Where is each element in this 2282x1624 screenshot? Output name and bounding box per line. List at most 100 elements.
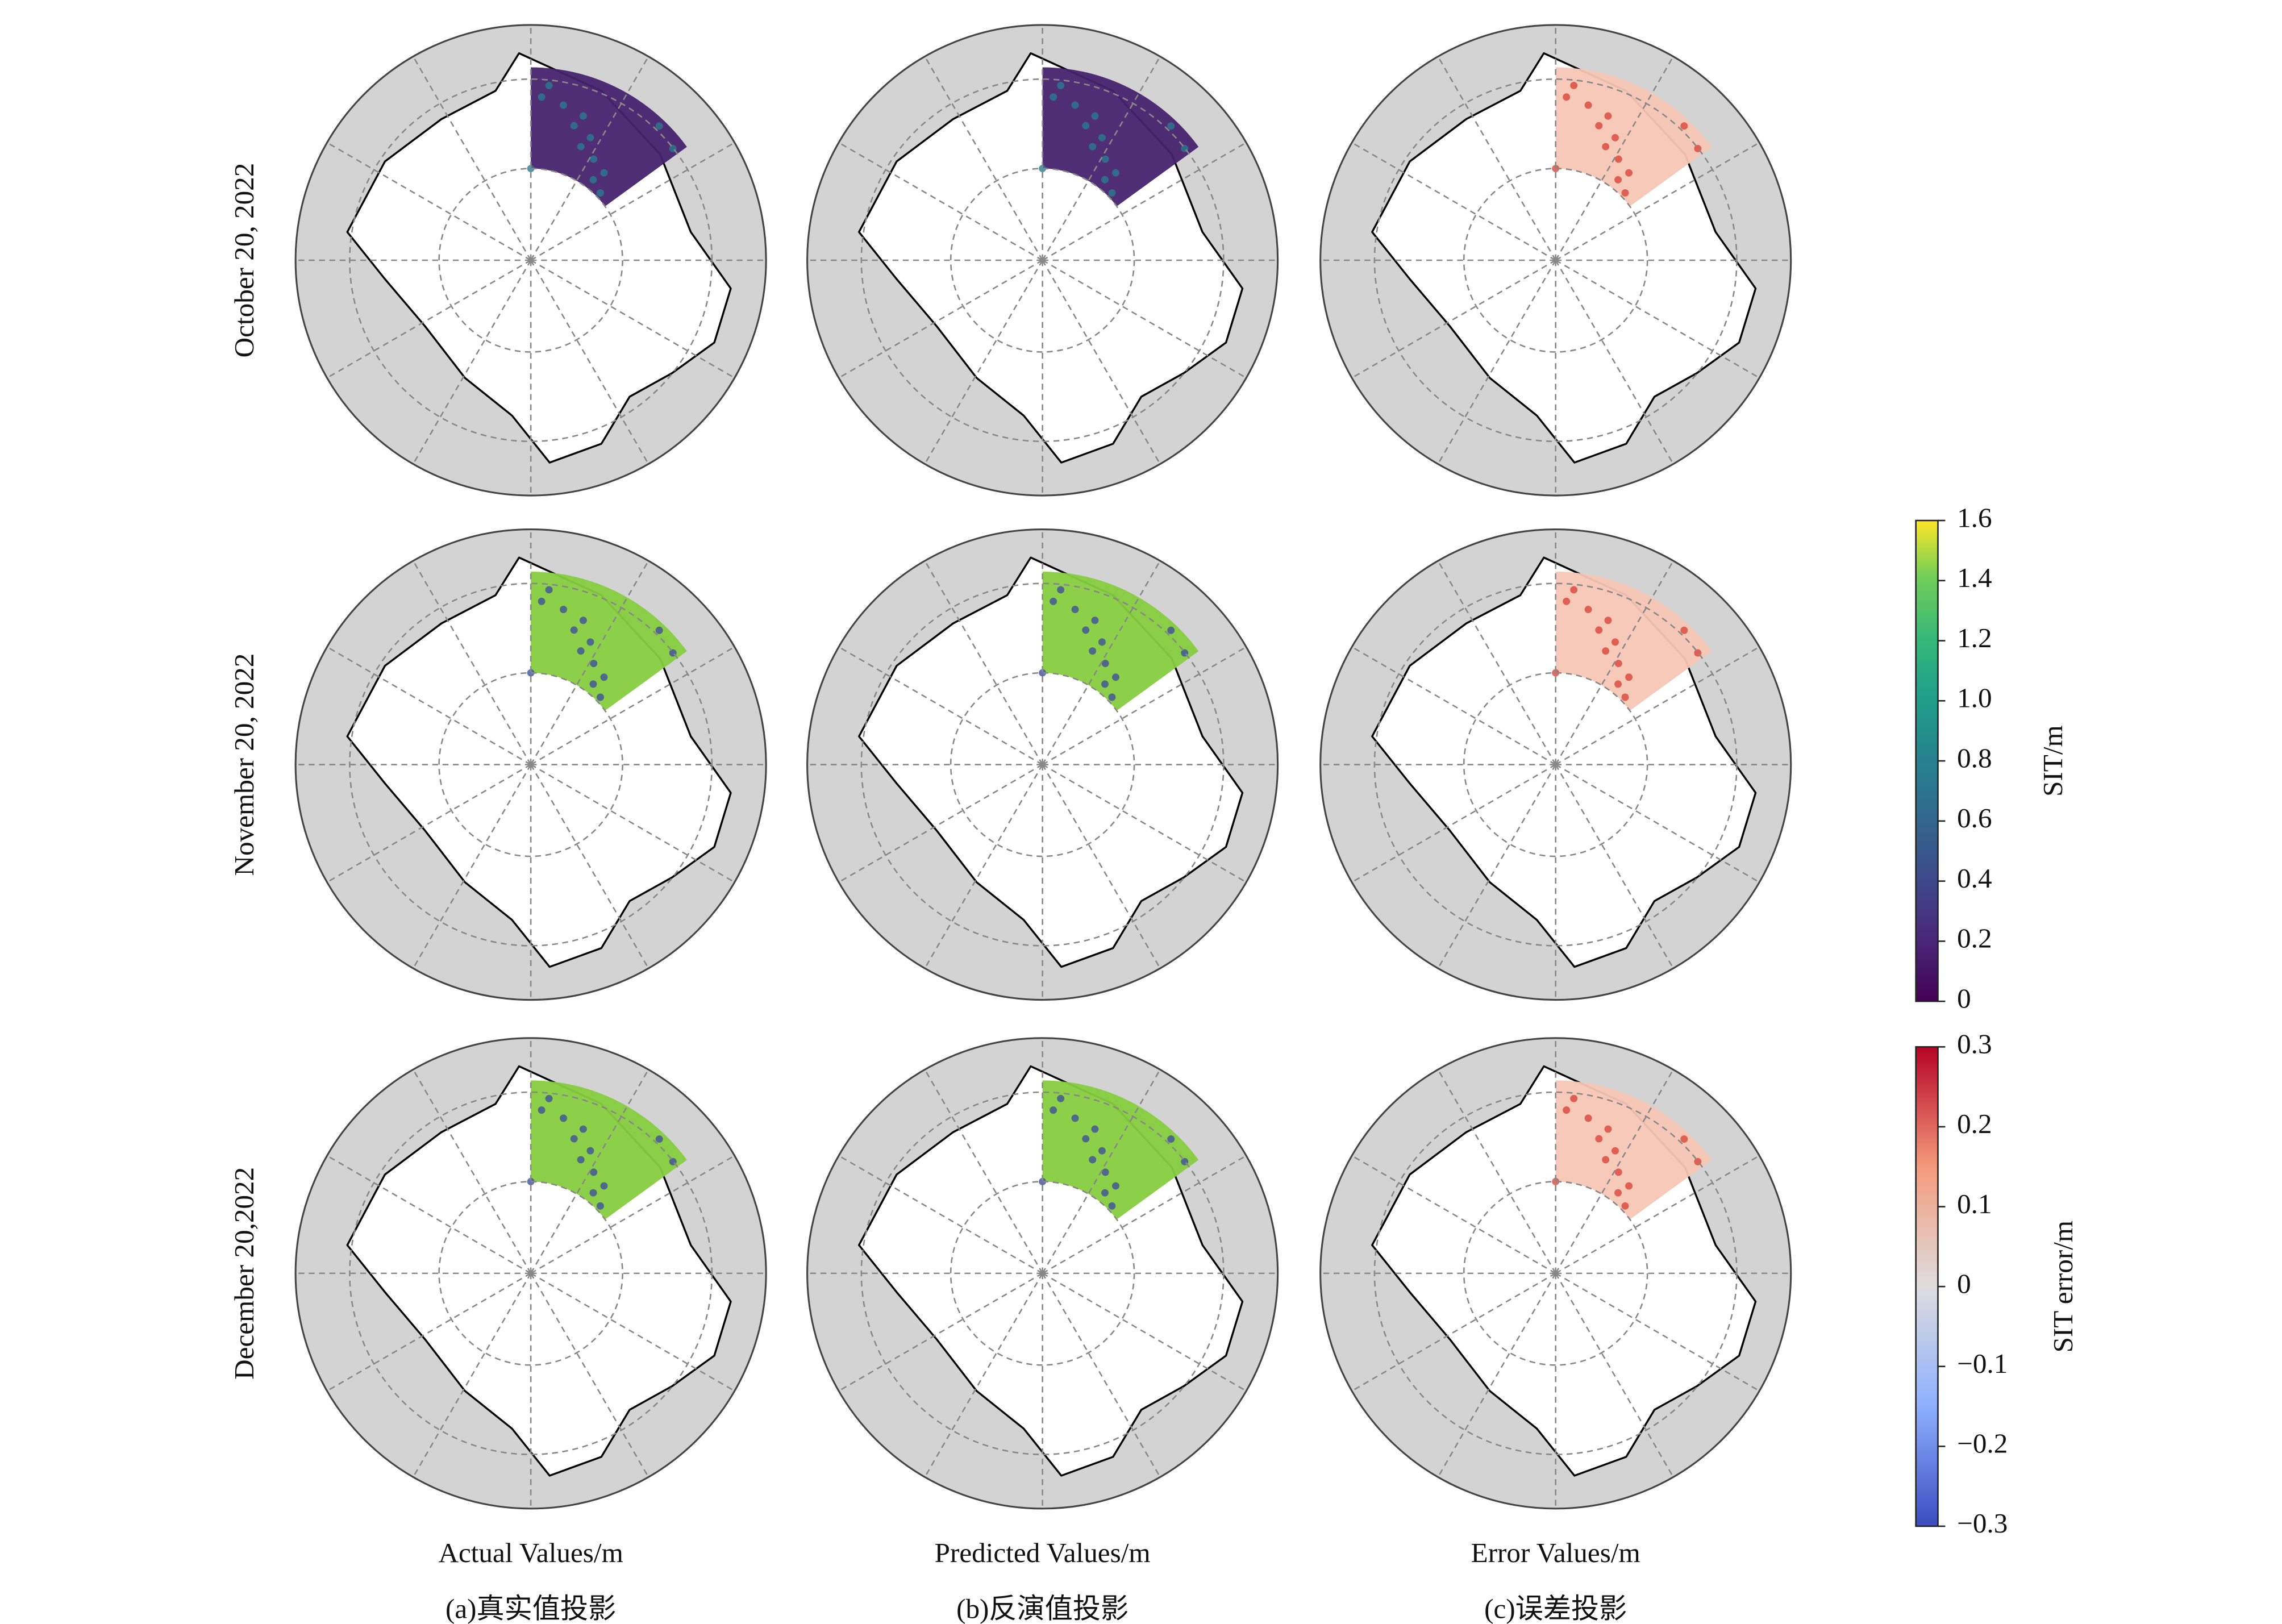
- ice-texture: [1621, 693, 1629, 701]
- ice-texture: [1039, 669, 1047, 677]
- ice-texture: [1552, 165, 1560, 173]
- ice-texture: [1614, 1168, 1622, 1176]
- graticule: [530, 764, 649, 969]
- polar-map: [806, 1037, 1279, 1510]
- graticule: [1555, 764, 1674, 969]
- colorbar-tick-label: 0.2: [1957, 1108, 1992, 1139]
- ice-texture: [538, 597, 545, 605]
- ice-texture: [1584, 101, 1592, 109]
- graticule: [326, 1155, 531, 1274]
- ice-texture: [527, 165, 535, 173]
- colorbar: [1915, 519, 1939, 1002]
- ice-texture: [1625, 673, 1633, 681]
- map-border: [294, 528, 767, 1001]
- graticule: [924, 56, 1043, 261]
- ice-texture: [1552, 669, 1560, 677]
- column-caption: (c)误差投影: [1484, 1593, 1627, 1624]
- ice-texture: [1101, 176, 1109, 184]
- graticule: [838, 141, 1043, 261]
- graticule: [1555, 1272, 1760, 1392]
- graticule: [1042, 56, 1161, 261]
- ice-texture: [570, 122, 578, 130]
- graticule: [530, 260, 649, 465]
- graticule: [530, 259, 735, 379]
- graticule: [860, 78, 1225, 443]
- ice-texture: [577, 647, 585, 655]
- ice-texture: [1050, 1106, 1057, 1114]
- colorbar-tick-label: 1.0: [1957, 682, 1992, 714]
- ice-texture: [1108, 693, 1116, 701]
- ice-patch: [1555, 1080, 1712, 1219]
- colorbar-tick-label: 1.4: [1957, 562, 1992, 593]
- ice-texture: [545, 586, 553, 594]
- column-title: Predicted Values/m: [935, 1537, 1151, 1568]
- row-label: October 20, 2022: [228, 163, 260, 358]
- ice-texture: [579, 112, 587, 120]
- graticule: [1351, 764, 1556, 883]
- ice-texture: [590, 660, 598, 668]
- graticule: [1042, 1069, 1161, 1274]
- graticule: [1373, 1091, 1738, 1455]
- ice-texture: [1614, 176, 1622, 184]
- graticule: [1042, 646, 1247, 765]
- ice-texture: [1584, 606, 1592, 614]
- ice-texture: [600, 673, 608, 681]
- ice-texture: [1101, 660, 1109, 668]
- graticule: [838, 259, 1043, 379]
- ice-texture: [586, 134, 594, 141]
- graticule: [413, 56, 532, 261]
- graticule: [530, 56, 649, 261]
- ice-patch: [1042, 67, 1199, 207]
- graticule: [1437, 1069, 1556, 1274]
- ice-texture: [1039, 1177, 1047, 1185]
- graticule: [326, 646, 531, 765]
- ice-texture: [1071, 1114, 1079, 1122]
- graticule: [530, 141, 735, 261]
- ice-texture: [1108, 189, 1116, 197]
- graticule: [924, 1069, 1043, 1274]
- ice-texture: [1614, 680, 1622, 688]
- ice-texture: [589, 680, 597, 688]
- polar-map: [294, 24, 767, 497]
- map-border: [806, 528, 1279, 1001]
- polar-map: [806, 24, 1279, 497]
- ice-texture: [1621, 189, 1629, 197]
- ice-texture: [1101, 1189, 1109, 1197]
- graticule: [1437, 1273, 1556, 1478]
- ice-texture: [1112, 673, 1119, 681]
- graticule: [438, 168, 623, 353]
- ice-texture: [1101, 1168, 1109, 1176]
- ice-texture: [1071, 101, 1079, 109]
- graticule: [1042, 1273, 1161, 1478]
- ice-patch: [1042, 1080, 1199, 1219]
- graticule: [413, 764, 532, 969]
- ice-texture: [1089, 647, 1097, 655]
- colorbar-tick-label: 0.2: [1957, 923, 1992, 954]
- ice-texture: [1089, 1156, 1097, 1164]
- graticule: [838, 764, 1043, 883]
- ice-texture: [655, 626, 663, 634]
- colorbar-tick-label: 0.8: [1957, 742, 1992, 773]
- graticule: [1351, 141, 1556, 261]
- graticule: [413, 260, 532, 465]
- graticule: [860, 582, 1225, 947]
- ice-texture: [1057, 81, 1065, 89]
- graticule: [924, 560, 1043, 765]
- ice-texture: [1098, 638, 1106, 646]
- graticule: [530, 1069, 649, 1274]
- map-border: [294, 24, 767, 497]
- ice-texture: [1082, 626, 1090, 634]
- ice-texture: [1167, 122, 1175, 130]
- graticule: [349, 1091, 713, 1455]
- graticule: [349, 78, 713, 443]
- colorbar: [1915, 1046, 1939, 1527]
- ice-texture: [560, 101, 568, 109]
- graticule: [413, 1273, 532, 1478]
- ice-texture: [586, 1147, 594, 1155]
- graticule: [924, 1273, 1043, 1478]
- ice-texture: [1050, 93, 1057, 101]
- graticule: [1555, 646, 1760, 765]
- row-label: December 20,2022: [228, 1167, 260, 1380]
- ice-texture: [1098, 1147, 1106, 1155]
- graticule: [1555, 260, 1674, 465]
